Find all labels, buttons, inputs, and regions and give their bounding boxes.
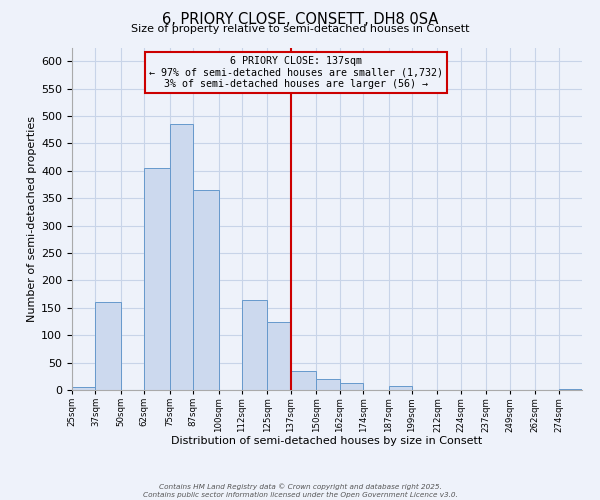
Bar xyxy=(95,302,121,390)
Y-axis label: Number of semi-detached properties: Number of semi-detached properties xyxy=(27,116,37,322)
Bar xyxy=(72,388,95,390)
X-axis label: Distribution of semi-detached houses by size in Consett: Distribution of semi-detached houses by … xyxy=(172,436,482,446)
Bar xyxy=(193,190,218,390)
Bar xyxy=(340,383,363,390)
Bar xyxy=(170,124,193,390)
Bar xyxy=(268,322,291,390)
Text: Size of property relative to semi-detached houses in Consett: Size of property relative to semi-detach… xyxy=(131,24,469,34)
Bar xyxy=(559,389,582,390)
Text: Contains HM Land Registry data © Crown copyright and database right 2025.
Contai: Contains HM Land Registry data © Crown c… xyxy=(143,484,457,498)
Text: 6 PRIORY CLOSE: 137sqm
← 97% of semi-detached houses are smaller (1,732)
3% of s: 6 PRIORY CLOSE: 137sqm ← 97% of semi-det… xyxy=(149,56,443,90)
Bar xyxy=(242,300,268,390)
Text: 6, PRIORY CLOSE, CONSETT, DH8 0SA: 6, PRIORY CLOSE, CONSETT, DH8 0SA xyxy=(162,12,438,28)
Bar xyxy=(316,379,340,390)
Bar xyxy=(291,371,316,390)
Bar xyxy=(389,386,412,390)
Bar xyxy=(144,168,170,390)
